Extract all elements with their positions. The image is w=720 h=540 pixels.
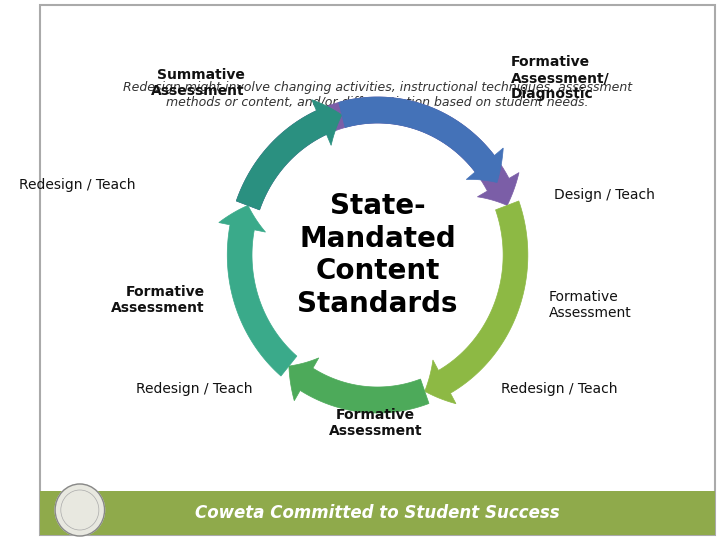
- Text: Formative
Assessment: Formative Assessment: [111, 285, 204, 315]
- Text: Coweta Committed to Student Success: Coweta Committed to Student Success: [195, 504, 560, 522]
- Circle shape: [55, 484, 104, 536]
- Polygon shape: [425, 201, 528, 404]
- Polygon shape: [289, 358, 429, 413]
- Bar: [40, 491, 715, 535]
- Polygon shape: [219, 205, 297, 376]
- Text: Formative
Assessment/
Diagnostic: Formative Assessment/ Diagnostic: [510, 55, 610, 102]
- Text: Formative
Assessment: Formative Assessment: [329, 408, 423, 438]
- Text: Formative
Assessment: Formative Assessment: [549, 290, 631, 320]
- Text: Redesign / Teach: Redesign / Teach: [19, 178, 135, 192]
- Polygon shape: [338, 97, 503, 183]
- Text: Redesign / Teach: Redesign / Teach: [501, 382, 618, 396]
- Polygon shape: [236, 97, 519, 210]
- Text: State-
Mandated
Content
Standards: State- Mandated Content Standards: [297, 192, 458, 318]
- Polygon shape: [236, 100, 342, 210]
- Text: Design / Teach: Design / Teach: [554, 188, 654, 202]
- Text: Summative
Assessment: Summative Assessment: [150, 68, 244, 98]
- Text: Redesign / Teach: Redesign / Teach: [135, 382, 252, 396]
- Text: Redesign might involve changing activities, instructional techniques, assessment: Redesign might involve changing activiti…: [123, 80, 632, 109]
